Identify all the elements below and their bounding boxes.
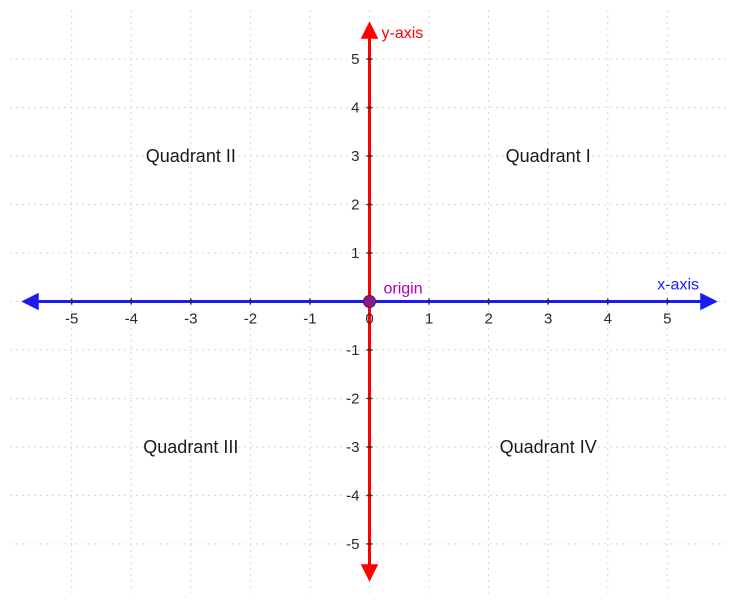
y-tick-label: -3 [346, 439, 359, 456]
quadrant-label-i: Quadrant I [506, 146, 591, 166]
y-tick-label: 3 [351, 148, 359, 165]
quadrant-label-ii: Quadrant II [146, 146, 236, 166]
x-tick-label: -4 [125, 311, 138, 328]
coordinate-plane-diagram: -5 -4 -3 -2 -1 0 1 2 3 4 5 -5 -4 -3 -2 -1 1 2 3 4 5 origin x-… [0, 0, 739, 603]
y-tick-label: -4 [346, 487, 359, 504]
x-tick-label: 1 [425, 311, 433, 328]
quadrant-label-iii: Quadrant III [143, 437, 238, 457]
origin-point [364, 296, 376, 308]
x-tick-label: 0 [365, 311, 373, 328]
y-tick-label: -2 [346, 390, 359, 407]
y-tick-label: -5 [346, 536, 359, 553]
coordinate-plane-svg: -5 -4 -3 -2 -1 0 1 2 3 4 5 -5 -4 -3 -2 -1 1 2 3 4 5 origin x-… [0, 0, 739, 603]
y-tick-label: -1 [346, 342, 359, 359]
y-tick-label: 4 [351, 100, 359, 117]
labels: origin x-axis y-axis Quadrant I Quadrant II Q… [143, 25, 699, 457]
quadrant-label-iv: Quadrant IV [500, 437, 597, 457]
x-axis-label: x-axis [657, 277, 699, 294]
x-tick-label: 3 [544, 311, 552, 328]
x-tick-label: -3 [184, 311, 197, 328]
y-axis-label: y-axis [382, 25, 424, 42]
x-tick-label: -1 [303, 311, 316, 328]
y-tick-label: 2 [351, 197, 359, 214]
x-tick-label: 4 [604, 311, 612, 328]
y-tick-label: 1 [351, 245, 359, 262]
x-tick-label: 2 [484, 311, 492, 328]
origin-label: origin [384, 281, 423, 298]
x-tick-label: 5 [663, 311, 671, 328]
origin-marker [364, 296, 376, 308]
x-tick-label: -5 [65, 311, 78, 328]
y-tick-label: 5 [351, 51, 359, 68]
x-tick-label: -2 [244, 311, 257, 328]
